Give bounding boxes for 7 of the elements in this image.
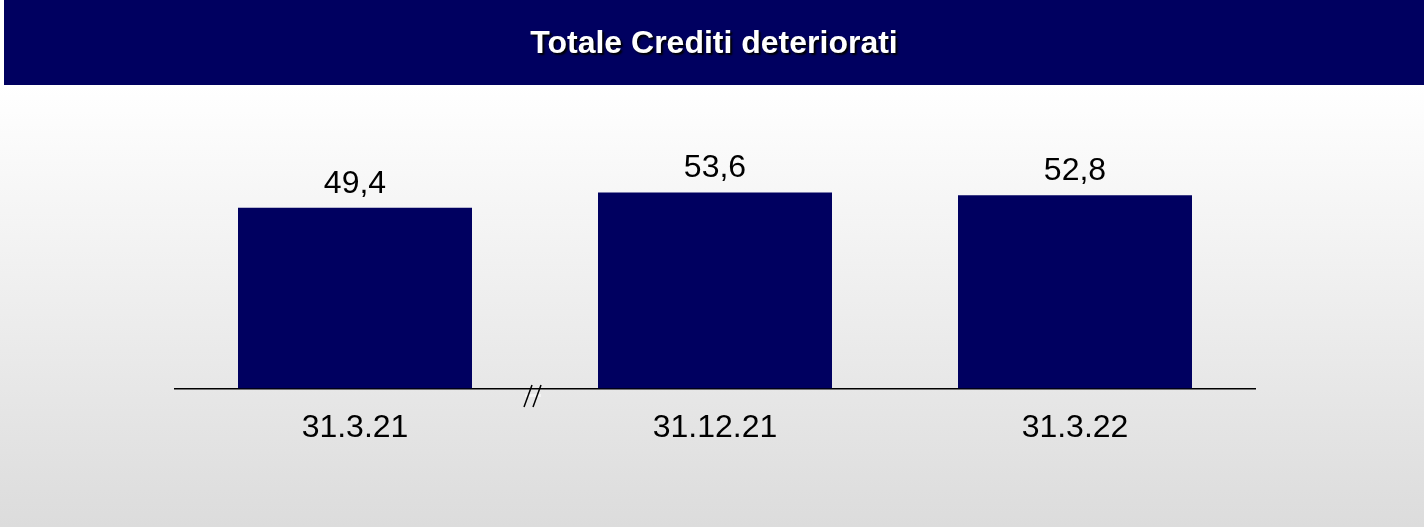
x-tick-label: 31.3.22 bbox=[1021, 407, 1129, 444]
data-label: 49,4 bbox=[323, 163, 387, 200]
data-label: 52,8 bbox=[1043, 151, 1107, 188]
chart-title: Totale Crediti deteriorati bbox=[4, 0, 1424, 85]
x-tick-label: 31.12.21 bbox=[652, 407, 778, 444]
x-tick-label: 31.3.21 bbox=[301, 407, 409, 444]
data-label: 53,6 bbox=[683, 148, 747, 185]
